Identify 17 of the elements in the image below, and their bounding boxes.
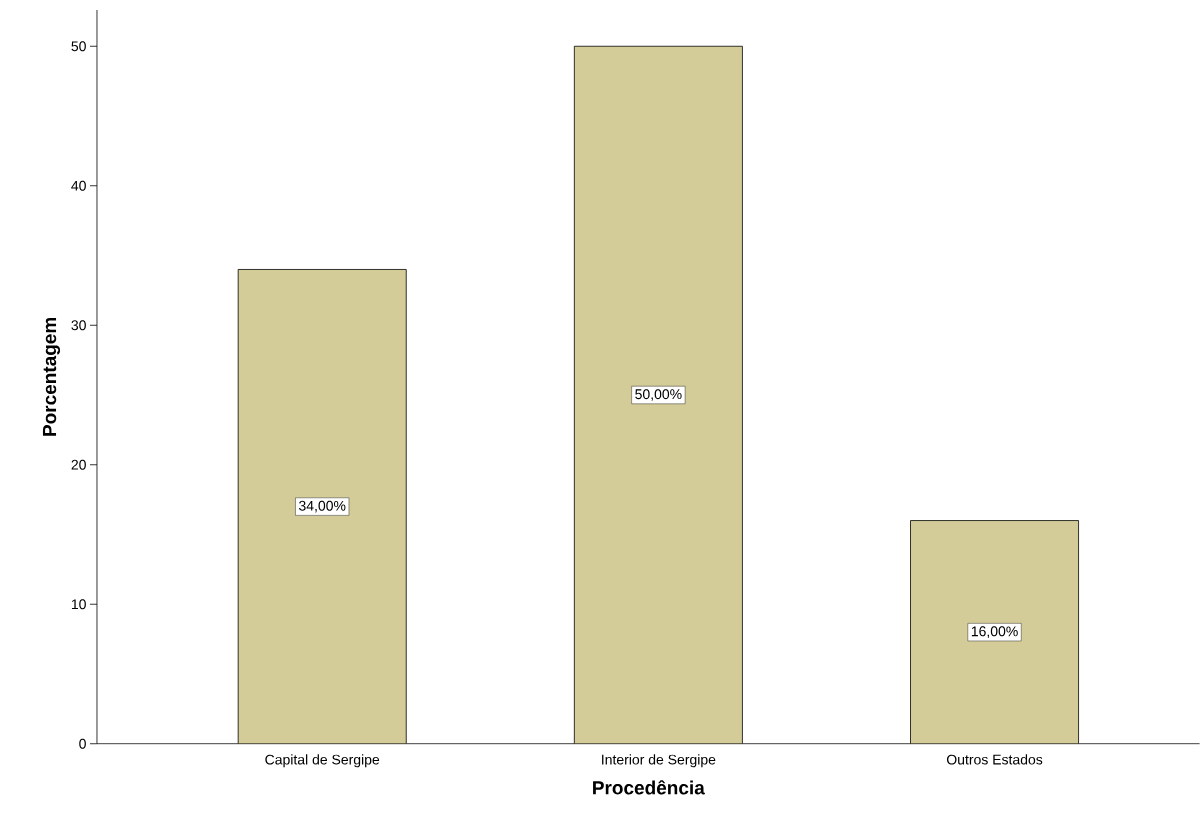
y-tick-label: 40: [71, 180, 86, 191]
y-tick-label: 50: [71, 41, 86, 52]
x-tick-label: Capital de Sergipe: [265, 754, 380, 768]
y-tick-label: 20: [71, 459, 86, 470]
x-tick-label: Outros Estados: [946, 754, 1043, 765]
bar: [574, 46, 743, 744]
data-label: 16,00%: [971, 626, 1018, 639]
data-label: 34,00%: [299, 500, 346, 513]
x-tick-label: Interior de Sergipe: [602, 754, 716, 768]
y-axis-title: Porcentagem: [42, 318, 61, 436]
y-tick-label: 10: [71, 599, 86, 610]
bar: [238, 269, 407, 744]
data-label: 50,00%: [635, 389, 682, 401]
bar: [910, 520, 1079, 744]
y-tick-label: 30: [71, 320, 86, 331]
y-tick-label: 0: [79, 738, 86, 749]
x-axis-title: Procedência: [593, 780, 705, 795]
